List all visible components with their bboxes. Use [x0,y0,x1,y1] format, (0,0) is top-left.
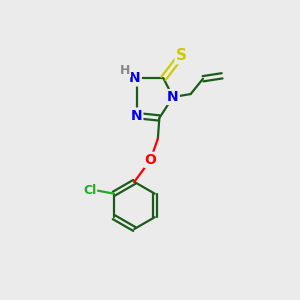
Text: N: N [131,109,142,123]
Text: H: H [120,64,130,77]
Text: S: S [176,48,187,63]
Text: N: N [167,90,179,104]
Text: Cl: Cl [83,184,96,197]
Text: N: N [129,71,141,85]
Text: O: O [145,153,156,167]
